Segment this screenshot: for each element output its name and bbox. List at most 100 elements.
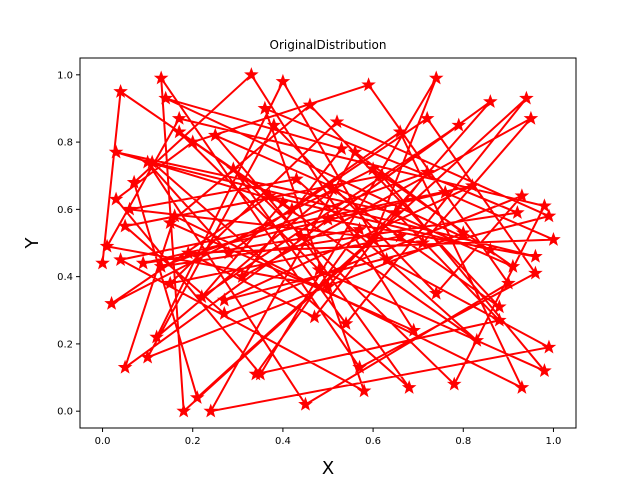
- data-point-star-marker: [171, 110, 187, 125]
- data-point-star-marker: [226, 161, 241, 176]
- data-point-star-marker: [492, 299, 507, 314]
- data-point-star-marker: [528, 265, 543, 280]
- data-point-star-marker: [528, 248, 543, 263]
- y-tick-label: 0.4: [57, 272, 73, 283]
- x-tick-label: 0.0: [95, 436, 111, 447]
- data-point-star-marker: [144, 154, 160, 169]
- data-point-star-marker: [284, 201, 300, 216]
- data-point-star-marker: [117, 359, 133, 374]
- data-point-star-marker: [392, 124, 408, 139]
- x-axis-ticks: 0.0 0.2 0.4 0.6 0.8 1.0: [95, 428, 562, 447]
- data-point-star-marker: [162, 275, 178, 290]
- data-point-star-marker: [266, 117, 282, 132]
- data-point-star-marker: [361, 77, 376, 92]
- data-point-star-marker: [374, 168, 390, 182]
- data-point-star-marker: [546, 231, 561, 246]
- series-line: [101, 73, 555, 413]
- data-point-star-marker: [158, 90, 173, 105]
- data-point-star-marker: [356, 383, 372, 398]
- data-point-star-marker: [455, 225, 471, 240]
- data-point-star-marker: [95, 255, 110, 270]
- data-point-star-marker: [325, 181, 340, 196]
- data-point-star-marker: [235, 268, 250, 283]
- data-point-star-marker: [307, 309, 322, 324]
- series-layer: [95, 67, 561, 418]
- data-point-star-marker: [419, 110, 435, 125]
- data-point-star-marker: [149, 329, 164, 344]
- data-point-star-marker: [392, 228, 408, 243]
- data-point-star-marker: [388, 205, 403, 219]
- data-point-star-marker: [262, 188, 277, 203]
- data-point-star-marker: [352, 221, 367, 236]
- data-point-star-marker: [189, 390, 205, 404]
- data-point-star-marker: [483, 242, 498, 256]
- x-tick-label: 0.6: [365, 436, 381, 447]
- data-point-star-marker: [185, 134, 201, 149]
- data-point-star-marker: [401, 379, 417, 394]
- data-point-star-marker: [275, 194, 291, 209]
- data-point-star-marker: [302, 97, 318, 112]
- data-point-star-marker: [523, 110, 539, 125]
- data-point-star-marker: [217, 292, 232, 307]
- data-point-star-marker: [207, 127, 223, 142]
- data-point-star-marker: [492, 312, 507, 327]
- axes-frame: [79, 57, 577, 429]
- data-point-star-marker: [483, 94, 498, 108]
- data-point-star-marker: [541, 339, 557, 354]
- data-point-star-marker: [505, 258, 521, 273]
- plot-area: [79, 57, 577, 429]
- data-point-star-marker: [446, 376, 462, 391]
- data-point-star-marker: [104, 295, 119, 310]
- data-point-star-marker: [379, 252, 394, 267]
- data-point-star-marker: [347, 144, 363, 159]
- data-point-star-marker: [338, 316, 354, 330]
- y-tick-label: 0.2: [57, 339, 73, 350]
- y-tick-label: 0.6: [57, 205, 73, 216]
- data-point-star-marker: [140, 349, 155, 364]
- chart-title: OriginalDistribution: [270, 38, 387, 52]
- data-point-star-marker: [352, 359, 367, 374]
- data-point-star-marker: [217, 305, 232, 320]
- data-point-star-marker: [221, 245, 237, 260]
- x-tick-label: 1.0: [546, 436, 562, 447]
- data-point-star-marker: [108, 191, 124, 206]
- data-point-star-marker: [415, 235, 430, 250]
- data-point-star-marker: [365, 161, 381, 176]
- data-point-star-marker: [194, 289, 210, 304]
- data-point-star-marker: [203, 403, 219, 418]
- data-point-star-marker: [451, 117, 467, 132]
- data-point-star-marker: [514, 379, 530, 394]
- x-tick-label: 0.4: [275, 436, 291, 447]
- data-point-star-marker: [293, 228, 309, 243]
- data-point-star-marker: [320, 279, 336, 293]
- data-point-star-marker: [248, 366, 264, 381]
- data-point-star-marker: [135, 255, 151, 270]
- data-point-star-marker: [501, 275, 516, 290]
- data-point-star-marker: [298, 396, 313, 411]
- data-point-star-marker: [510, 205, 525, 219]
- y-tick-label: 0.0: [57, 407, 73, 418]
- data-point-star-marker: [519, 90, 534, 105]
- data-point-star-marker: [289, 171, 304, 186]
- data-point-star-marker: [365, 231, 381, 246]
- data-point-star-marker: [113, 252, 128, 267]
- data-point-star-marker: [117, 218, 133, 233]
- data-point-star-marker: [311, 262, 327, 277]
- data-point-star-marker: [334, 141, 349, 156]
- data-point-star-marker: [406, 322, 421, 337]
- data-point-star-marker: [171, 124, 187, 139]
- data-point-star-marker: [244, 67, 259, 82]
- data-point-star-marker: [122, 201, 137, 216]
- data-point-star-marker: [153, 70, 169, 85]
- x-axis-label: X: [322, 458, 334, 479]
- data-point-star-marker: [99, 238, 115, 253]
- data-point-star-marker: [180, 245, 196, 260]
- y-tick-label: 1.0: [57, 70, 73, 81]
- data-point-star-marker: [126, 174, 142, 189]
- data-point-star-marker: [176, 403, 191, 418]
- y-axis-label: Y: [22, 237, 43, 250]
- data-point-star-marker: [108, 144, 124, 159]
- data-point-star-marker: [541, 208, 557, 223]
- data-point-star-marker: [437, 184, 453, 199]
